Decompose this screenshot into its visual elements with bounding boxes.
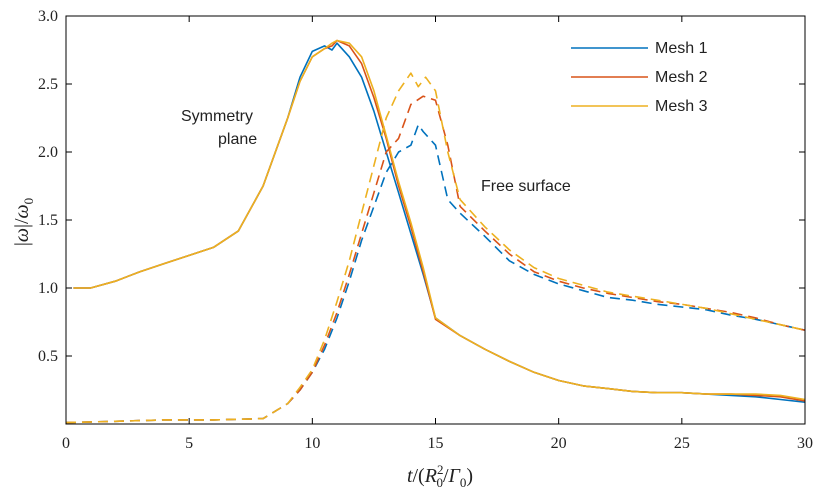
y-tick-label: 2.5 xyxy=(38,76,58,93)
annotation-symmetry-line1: Symmetry xyxy=(181,108,253,125)
x-tick-label: 15 xyxy=(428,435,444,452)
series-lines xyxy=(65,39,806,424)
x-tick-label: 0 xyxy=(62,435,70,452)
symmetry-plane-line-3 xyxy=(73,39,806,401)
y-axis-title: |ω|/ω0 xyxy=(11,198,36,246)
y-tick-label: 3.0 xyxy=(38,8,58,25)
legend-label-2: Mesh 2 xyxy=(655,69,708,86)
legend-label-3: Mesh 3 xyxy=(655,98,708,115)
x-axis-title: t/(R2 0/Γ0) xyxy=(407,462,473,490)
free-surface-line-1 xyxy=(65,124,806,424)
symmetry-plane-line-2 xyxy=(73,39,806,402)
x-tick-label: 5 xyxy=(185,435,193,452)
axis-ticks: 0 5 10 15 20 25 30 0.5 1.0 1.5 2.0 2.5 3.0 xyxy=(38,8,813,452)
y-tick-label: 0.5 xyxy=(38,348,58,365)
legend-label-1: Mesh 1 xyxy=(655,40,708,57)
y-tick-label: 1.0 xyxy=(38,280,58,297)
x-tick-label: 30 xyxy=(797,435,813,452)
plot-area: 0 5 10 15 20 25 30 0.5 1.0 1.5 2.0 2.5 3.0 xyxy=(38,8,813,452)
y-tick-label: 2.0 xyxy=(38,144,58,161)
y-tick-label: 1.5 xyxy=(38,212,58,229)
x-tick-label: 20 xyxy=(551,435,567,452)
free-surface-line-3 xyxy=(65,72,806,424)
annotation-free-surface: Free surface xyxy=(481,178,571,195)
legend: Mesh 1 Mesh 2 Mesh 3 xyxy=(571,40,708,115)
annotation-symmetry-line2: plane xyxy=(218,131,257,148)
x-tick-label: 10 xyxy=(304,435,320,452)
x-tick-label: 25 xyxy=(674,435,690,452)
